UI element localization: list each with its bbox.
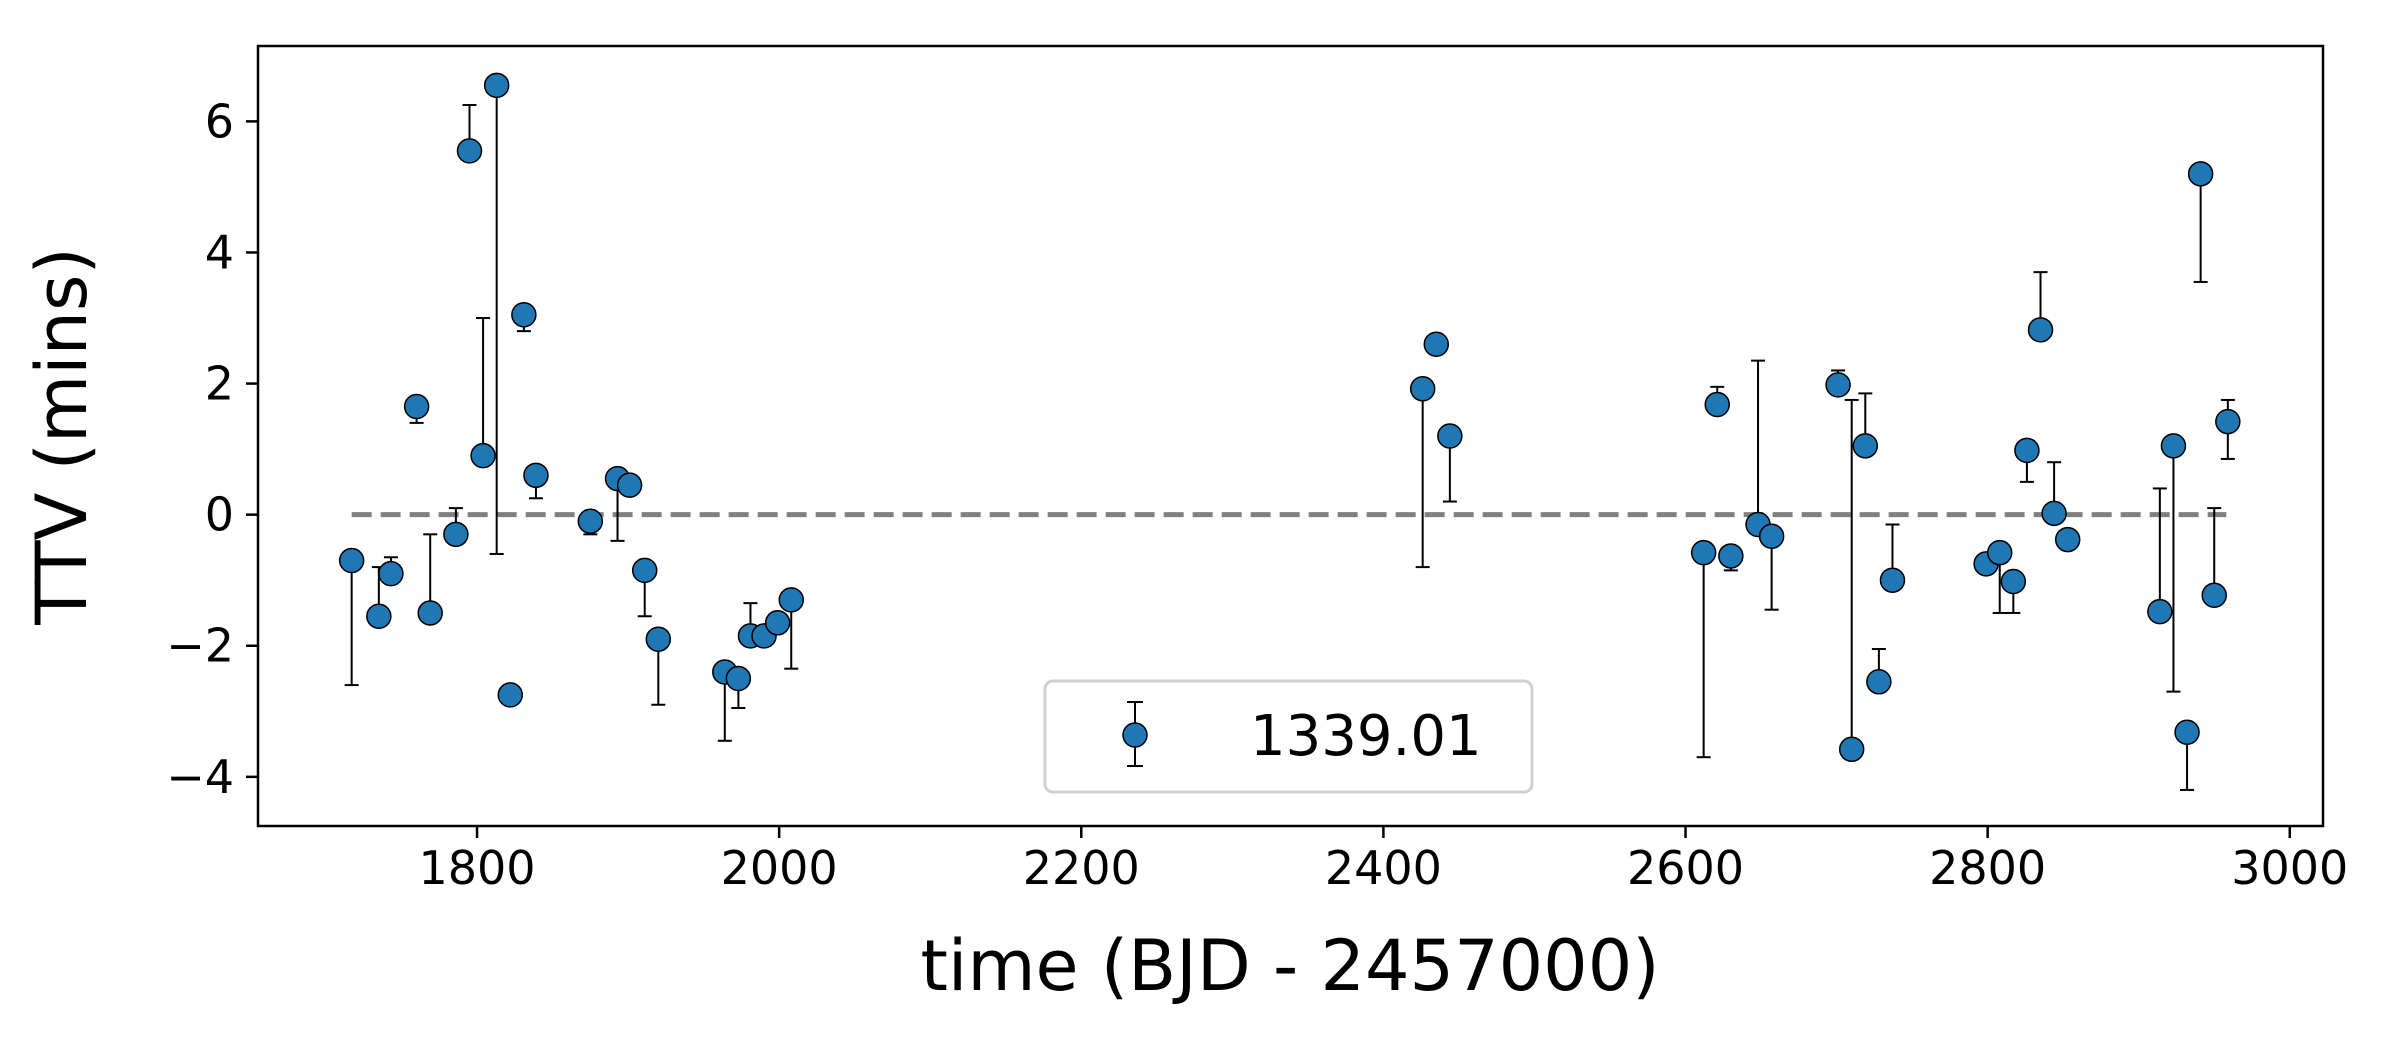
data-point — [631, 557, 658, 584]
data-point — [2054, 526, 2081, 553]
data-point — [511, 301, 537, 328]
y-tick-label: −4 — [166, 750, 234, 804]
x-tick-label: 2600 — [1627, 841, 1744, 895]
y-tick-label: −2 — [166, 619, 234, 673]
legend-marker — [1122, 722, 1148, 748]
data-point — [366, 603, 392, 630]
legend-label: 1339.01 — [1250, 704, 1482, 769]
x-tick-label: 1800 — [418, 841, 535, 895]
y-axis-label: TTV (mins) — [21, 247, 103, 626]
data-point — [2201, 582, 2227, 609]
data-point — [2160, 433, 2187, 459]
legend: 1339.01 — [1043, 679, 1534, 794]
data-point — [577, 508, 604, 534]
x-tick-label: 2400 — [1325, 841, 1442, 895]
data-point — [523, 462, 549, 489]
x-axis-label: time (BJD - 2457000) — [920, 925, 1659, 1007]
data-point — [497, 682, 524, 708]
data-point — [1758, 523, 1785, 550]
x-axis-ticks: 1800 2000 2200 2400 2600 2800 3000 — [418, 826, 2348, 895]
data-point — [403, 393, 430, 420]
data-point — [1690, 539, 1717, 566]
data-point — [2041, 500, 2067, 527]
data-point — [443, 521, 469, 548]
data-point — [483, 72, 510, 99]
data-point — [1423, 331, 1450, 357]
x-tick-label: 2200 — [1023, 841, 1140, 895]
data-point — [725, 665, 752, 692]
data-point — [338, 547, 365, 574]
data-point — [645, 626, 672, 652]
data-point — [378, 560, 404, 587]
y-tick-label: 2 — [205, 357, 234, 411]
data-point — [764, 610, 791, 636]
data-point — [1986, 539, 2013, 566]
data-point — [456, 138, 483, 164]
legend-box — [1043, 679, 1534, 794]
y-tick-label: 4 — [205, 225, 234, 279]
data-point — [2027, 317, 2054, 343]
data-point — [470, 442, 496, 469]
data-point — [1879, 567, 1906, 593]
y-tick-label: 6 — [205, 94, 234, 148]
data-point — [1838, 736, 1865, 763]
data-point — [1825, 372, 1851, 398]
y-tick-label: 0 — [205, 488, 234, 542]
x-tick-label: 3000 — [2231, 841, 2348, 895]
data-point — [1718, 543, 1744, 569]
data-point — [2000, 568, 2027, 595]
data-point — [1852, 433, 1879, 459]
data-point — [1866, 669, 1892, 695]
data-point — [2147, 598, 2173, 625]
data-points — [338, 72, 2241, 763]
data-point — [616, 472, 643, 498]
data-point — [417, 600, 443, 626]
x-tick-label: 2800 — [1929, 841, 2046, 895]
data-point — [2014, 437, 2040, 464]
data-point — [1409, 376, 1436, 402]
data-point — [1437, 423, 1463, 449]
data-point — [2174, 719, 2200, 746]
data-point — [2187, 161, 2214, 187]
data-point — [1704, 391, 1730, 418]
data-point — [2215, 408, 2241, 435]
plot-frame — [256, 44, 2325, 828]
y-axis-ticks: −4 −2 0 2 4 6 — [166, 94, 258, 804]
x-tick-label: 2000 — [721, 841, 838, 895]
data-point — [778, 587, 804, 613]
